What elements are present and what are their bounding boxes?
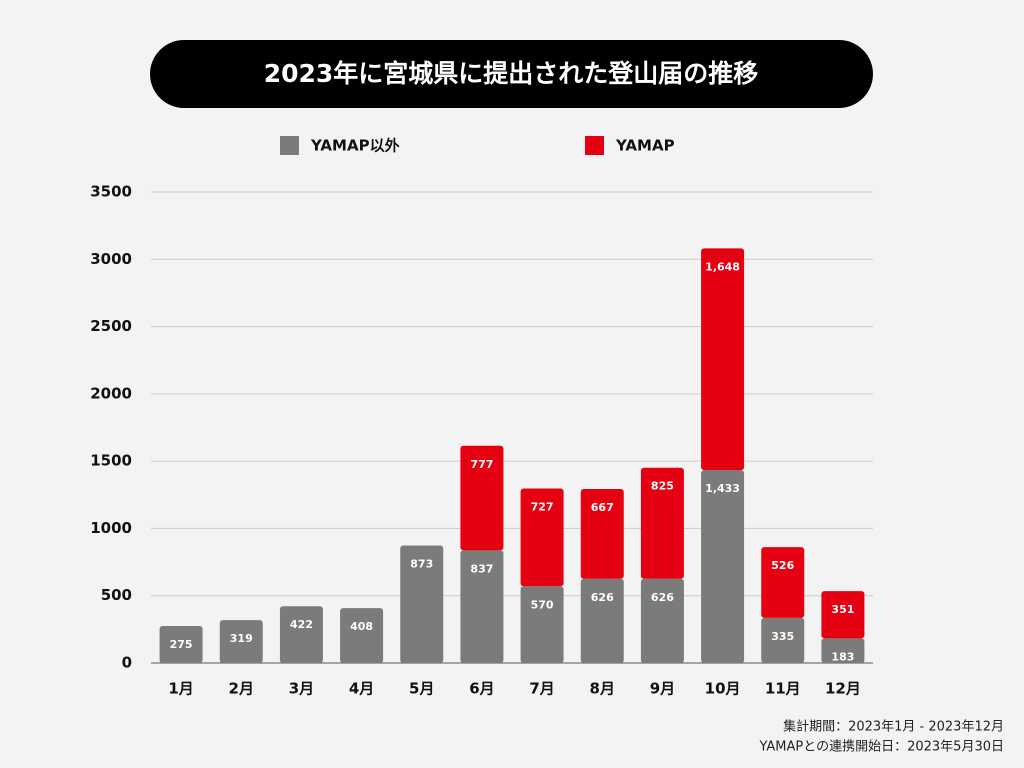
y-tick-label: 2500	[90, 317, 132, 335]
data-label: 351	[831, 603, 854, 616]
x-tick-label: 1月	[168, 680, 193, 698]
x-tick-label: 11月	[765, 680, 801, 698]
chart-title: 2023年に宮城県に提出された登山届の推移	[264, 59, 759, 88]
y-tick-label: 2000	[90, 384, 132, 402]
bar	[159, 625, 203, 663]
bar	[821, 591, 865, 639]
bar	[580, 488, 624, 579]
y-tick-label: 1000	[90, 519, 132, 537]
y-tick-label: 500	[101, 586, 132, 604]
x-tick-label: 6月	[469, 680, 494, 698]
x-tick-label: 12月	[825, 680, 861, 698]
y-tick-label: 3000	[90, 250, 132, 268]
data-label: 422	[290, 618, 313, 631]
bar	[761, 617, 805, 663]
data-label: 335	[771, 630, 794, 643]
data-label: 408	[350, 620, 373, 633]
data-label: 626	[591, 591, 614, 604]
bar	[460, 550, 504, 663]
x-tick-label: 5月	[409, 680, 434, 698]
data-label: 873	[410, 558, 433, 571]
bar	[821, 638, 865, 663]
data-label: 1,648	[705, 260, 740, 273]
x-tick-label: 7月	[529, 680, 554, 698]
bar	[580, 578, 624, 663]
bar	[701, 248, 745, 471]
title-pill	[150, 40, 873, 108]
data-label: 183	[831, 650, 854, 663]
y-tick-label: 0	[122, 654, 132, 672]
x-tick-label: 8月	[590, 680, 615, 698]
bar	[701, 470, 745, 663]
x-tick-label: 10月	[705, 680, 741, 698]
data-label: 319	[230, 632, 253, 645]
legend-label: YAMAP	[615, 137, 675, 155]
bar	[520, 586, 564, 663]
bar	[279, 606, 323, 663]
data-label: 825	[651, 480, 674, 493]
bar	[340, 608, 384, 663]
data-label: 570	[531, 598, 554, 611]
x-tick-label: 2月	[229, 680, 254, 698]
data-label: 777	[470, 458, 493, 471]
data-label: 275	[170, 638, 193, 651]
footnote: YAMAPとの連携開始日：2023年5月30日	[758, 739, 1004, 755]
bar	[219, 620, 263, 663]
x-tick-label: 9月	[650, 680, 675, 698]
data-label: 626	[651, 591, 674, 604]
bar	[400, 545, 444, 663]
bar	[761, 547, 805, 618]
bar	[520, 488, 564, 587]
x-tick-label: 4月	[349, 680, 374, 698]
bar	[640, 467, 684, 579]
legend-label: YAMAP以外	[310, 137, 400, 155]
data-label: 727	[531, 500, 554, 513]
data-label: 526	[771, 559, 794, 572]
y-tick-label: 1500	[90, 452, 132, 470]
data-label: 837	[470, 562, 493, 575]
footnote: 集計期間：2023年1月 - 2023年12月	[783, 719, 1004, 735]
data-label: 1,433	[705, 482, 740, 495]
bar	[640, 578, 684, 663]
data-label: 667	[591, 501, 614, 514]
x-tick-label: 3月	[289, 680, 314, 698]
legend-swatch	[585, 136, 604, 155]
legend-swatch	[280, 136, 299, 155]
bar	[460, 445, 504, 551]
y-tick-label: 3500	[90, 183, 132, 201]
